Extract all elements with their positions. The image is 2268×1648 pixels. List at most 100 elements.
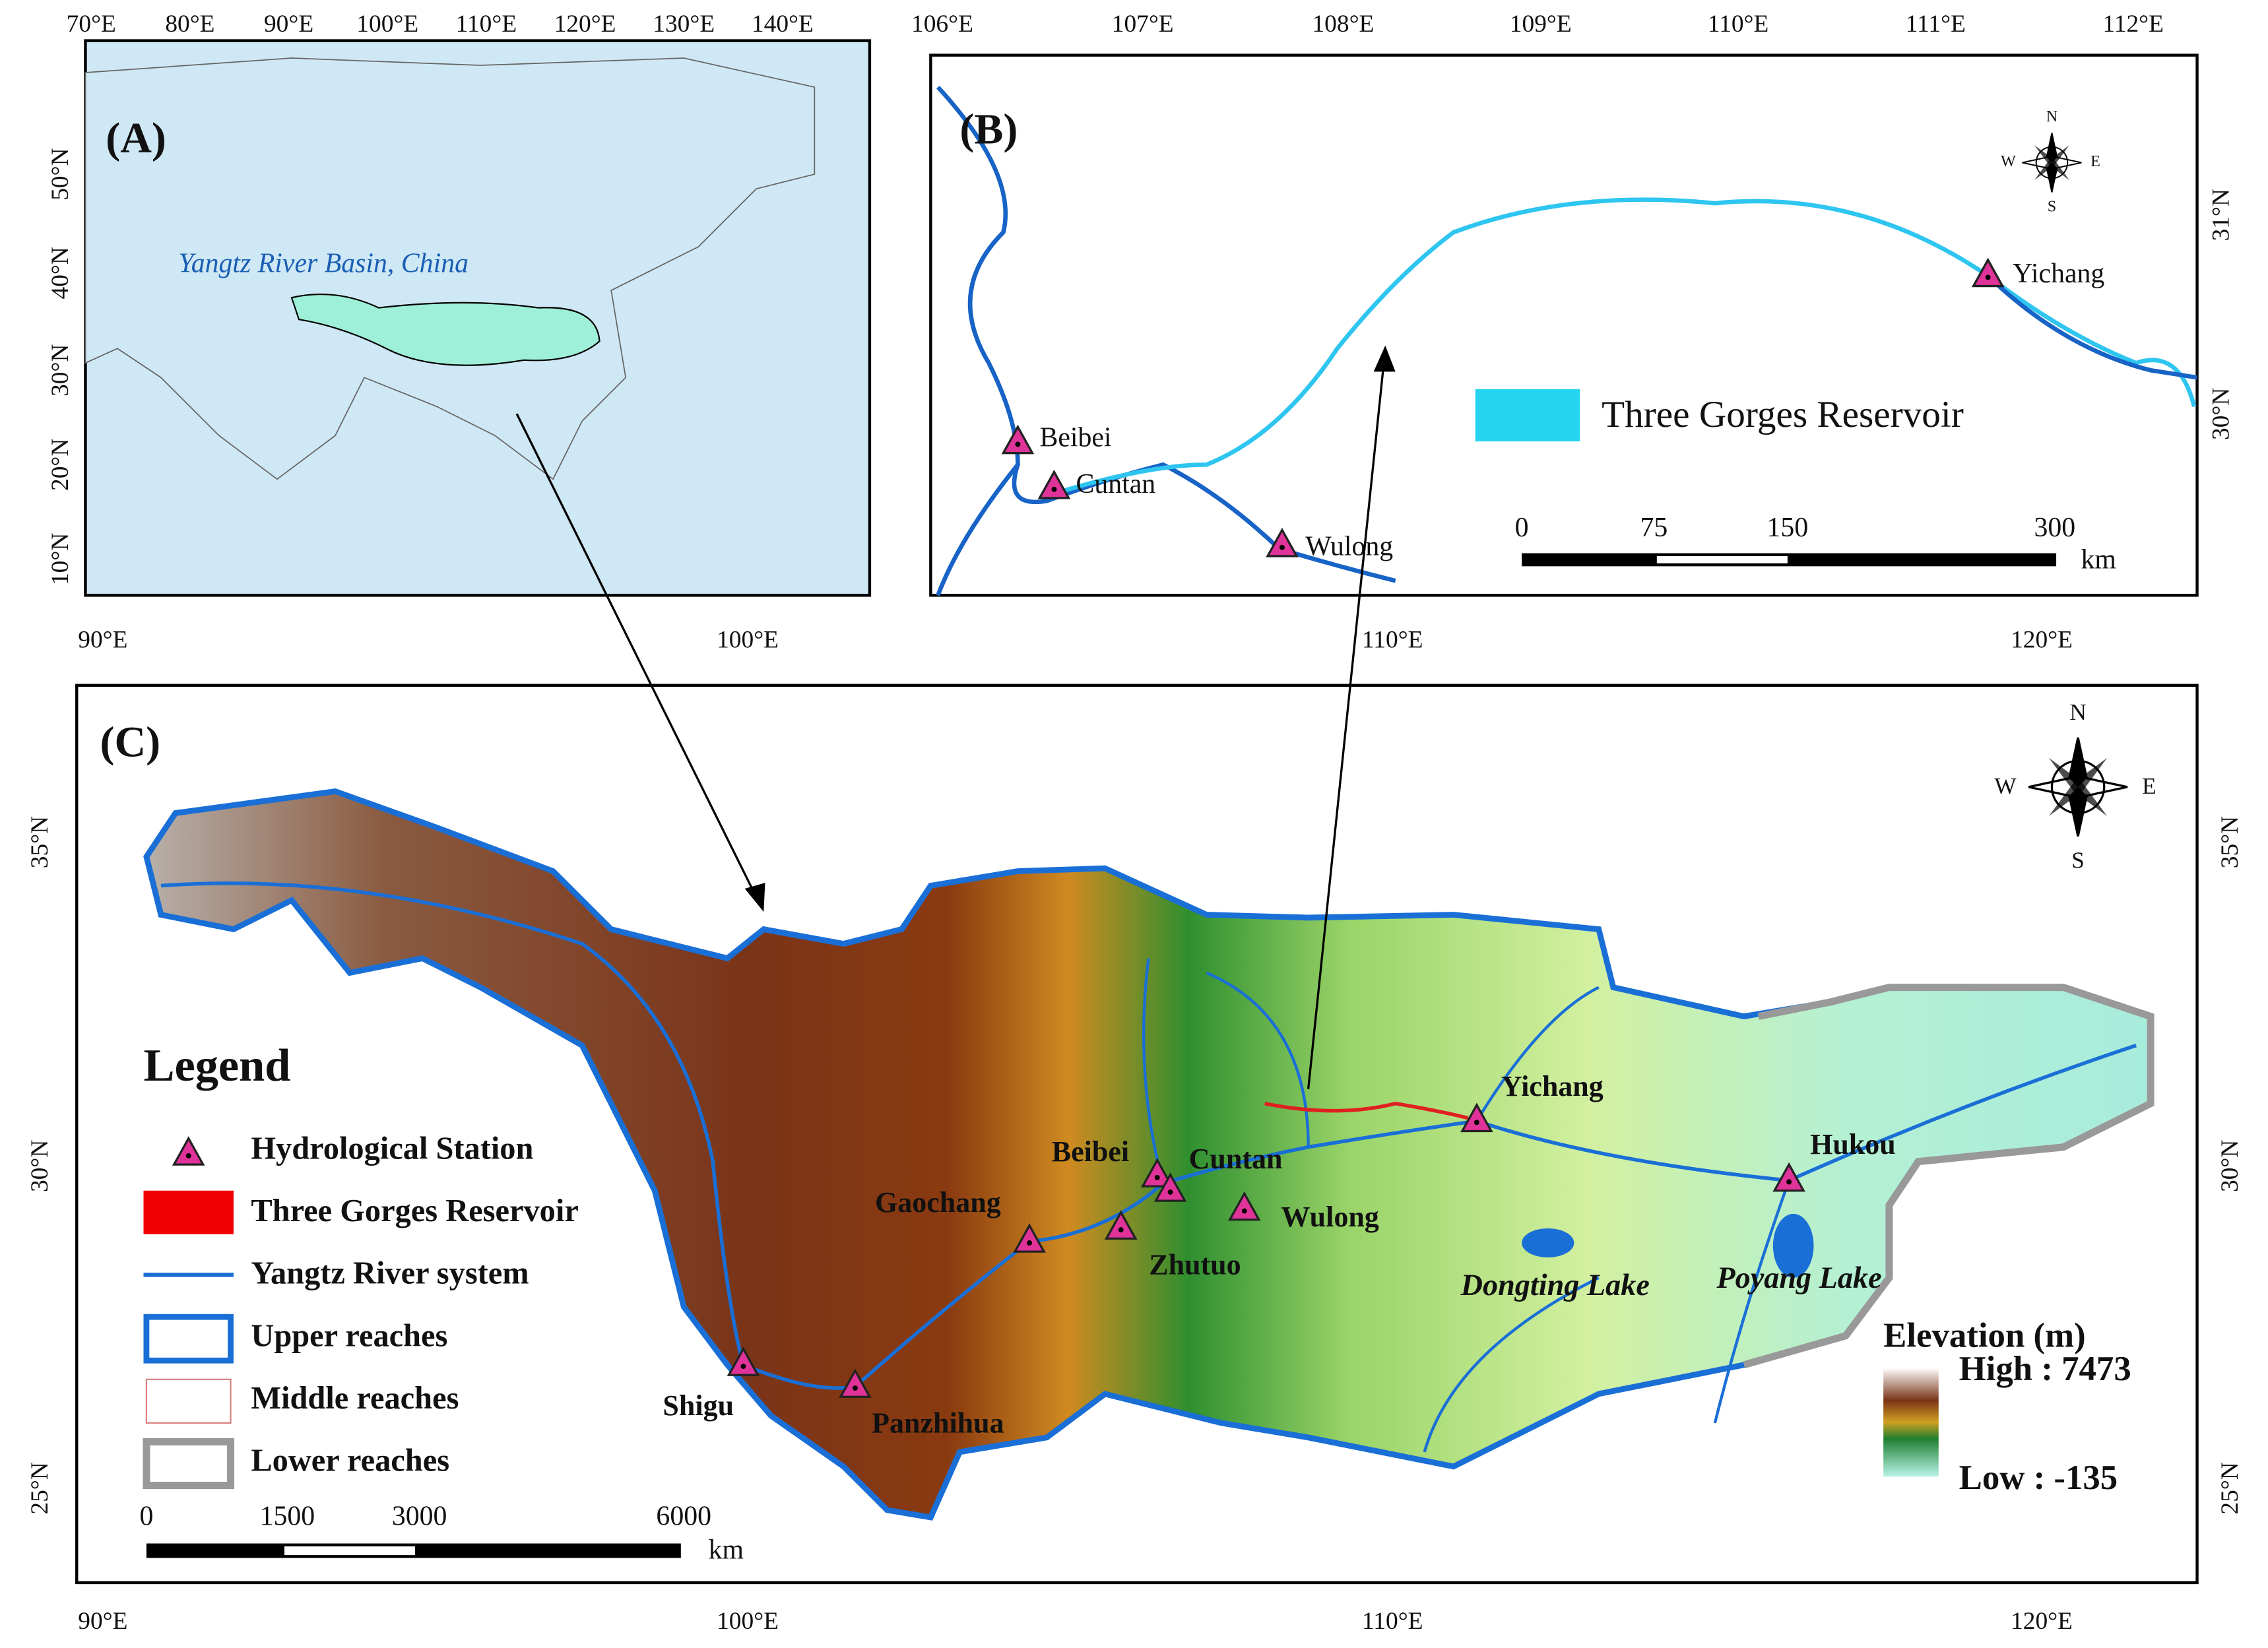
lake [1772, 1213, 1814, 1278]
lake [1522, 1228, 1574, 1257]
arrow [1307, 363, 1385, 1089]
legend-title: Legend [143, 1040, 290, 1091]
compass-label: N [2046, 108, 2057, 125]
coord-label: 35°N [26, 816, 53, 868]
scale-bar [1522, 553, 2057, 567]
coord-label: 110°E [1362, 1608, 1423, 1635]
compass-label: W [2001, 152, 2016, 170]
elevation-title: Elevation (m) [1883, 1316, 2086, 1354]
legend-label: Yangtz River system [251, 1256, 529, 1291]
scale-tick: 150 [1767, 513, 1809, 543]
elevation-low: Low : -135 [1959, 1459, 2118, 1497]
station-label: Panzhihua [872, 1407, 1004, 1439]
elevation-high: High : 7473 [1959, 1350, 2131, 1388]
lake-label: Poyang Lake [1716, 1261, 1881, 1294]
basin-overview [290, 293, 600, 366]
scale-tick: 6000 [656, 1502, 711, 1532]
legend-symbol [143, 1438, 235, 1490]
coord-label: 20°N [47, 439, 74, 491]
compass-label: N [2069, 699, 2086, 725]
scale-unit: km [709, 1535, 744, 1565]
river [936, 463, 1020, 596]
legend-label: Hydrological Station [251, 1131, 533, 1166]
compass-label: S [2048, 197, 2056, 215]
compass-label: E [2090, 152, 2100, 170]
scale-tick: 300 [2034, 513, 2076, 543]
coord-label: 110°E [1362, 626, 1423, 653]
landmass [84, 57, 816, 480]
station-label: Yichang [2013, 259, 2104, 289]
legend-label: Three Gorges Reservoir [1602, 394, 1964, 435]
station-label: Wulong [1281, 1201, 1378, 1233]
scale-tick: 75 [1640, 513, 1668, 543]
coord-label: 120°E [554, 11, 616, 38]
elevation-ramp [1883, 1368, 1939, 1477]
scale-tick: 1500 [260, 1502, 315, 1532]
compass-label: W [1994, 773, 2017, 799]
river [1142, 958, 1791, 1453]
panel-label: (C) [100, 718, 160, 766]
compass-label: E [2142, 773, 2156, 799]
station-label: Beibei [1039, 422, 1111, 453]
coord-label: 50°N [47, 148, 74, 200]
legend-swatch [1475, 389, 1580, 442]
station-label: Cuntan [1189, 1143, 1283, 1175]
coord-label: 120°E [2011, 1608, 2073, 1635]
legend-label: Lower reaches [251, 1443, 449, 1478]
scale-tick: 3000 [392, 1502, 447, 1532]
coord-label: 120°E [2011, 626, 2073, 653]
scale-tick: 0 [139, 1502, 153, 1532]
lower-reaches-boundary [1743, 984, 2155, 1369]
arrow-head [1373, 345, 1396, 372]
coord-label: 90°E [78, 626, 127, 653]
coord-label: 100°E [717, 1608, 779, 1635]
coord-label: 90°E [78, 1608, 127, 1635]
coord-label: 108°E [1312, 11, 1374, 38]
legend-label: Three Gorges Reservoir [251, 1193, 578, 1228]
coord-label: 112°E [2102, 11, 2164, 38]
coord-label: 80°E [165, 11, 214, 38]
coord-label: 109°E [1510, 11, 1572, 38]
coord-label: 130°E [653, 11, 715, 38]
coord-label: 100°E [717, 626, 779, 653]
legend-symbol [143, 1190, 234, 1234]
coord-label: 30°N [2208, 388, 2235, 440]
coord-label: 140°E [752, 11, 814, 38]
coord-label: 25°N [2217, 1462, 2244, 1514]
coord-label: 111°E [1906, 11, 1966, 38]
coord-label: 90°E [264, 11, 313, 38]
coord-label: 107°E [1112, 11, 1174, 38]
station-label: Cuntan [1076, 469, 1155, 499]
station-label: Wulong [1305, 532, 1393, 562]
reservoir [1264, 1101, 1469, 1120]
scale-bar [1656, 555, 1788, 563]
panel-label: (B) [959, 106, 1018, 154]
coord-label: 110°E [1708, 11, 1769, 38]
legend-symbol [143, 1314, 234, 1364]
river [936, 85, 1396, 583]
arrow [515, 413, 758, 898]
coord-label: 70°E [67, 11, 116, 38]
coord-label: 110°E [456, 11, 517, 38]
reservoir [1053, 197, 2197, 496]
arrow-head [744, 883, 765, 912]
coord-label: 10°N [47, 533, 74, 585]
legend-label: Upper reaches [251, 1318, 447, 1353]
coord-label: 35°N [2217, 816, 2244, 868]
coord-label: 106°E [911, 11, 973, 38]
region-label: Yangtz River Basin, China [178, 248, 469, 278]
scale-bar [284, 1546, 416, 1556]
station-label: Shigu [663, 1389, 734, 1422]
station-label: Yichang [1501, 1070, 1604, 1102]
scale-tick: 0 [1515, 513, 1529, 543]
coord-label: 100°E [356, 11, 418, 38]
coord-label: 25°N [26, 1462, 53, 1514]
coord-label: 40°N [47, 247, 74, 299]
panel-label: (A) [106, 114, 166, 162]
scale-unit: km [2081, 544, 2116, 575]
coord-label: 30°N [2217, 1140, 2244, 1192]
legend-label: Middle reaches [251, 1381, 459, 1416]
